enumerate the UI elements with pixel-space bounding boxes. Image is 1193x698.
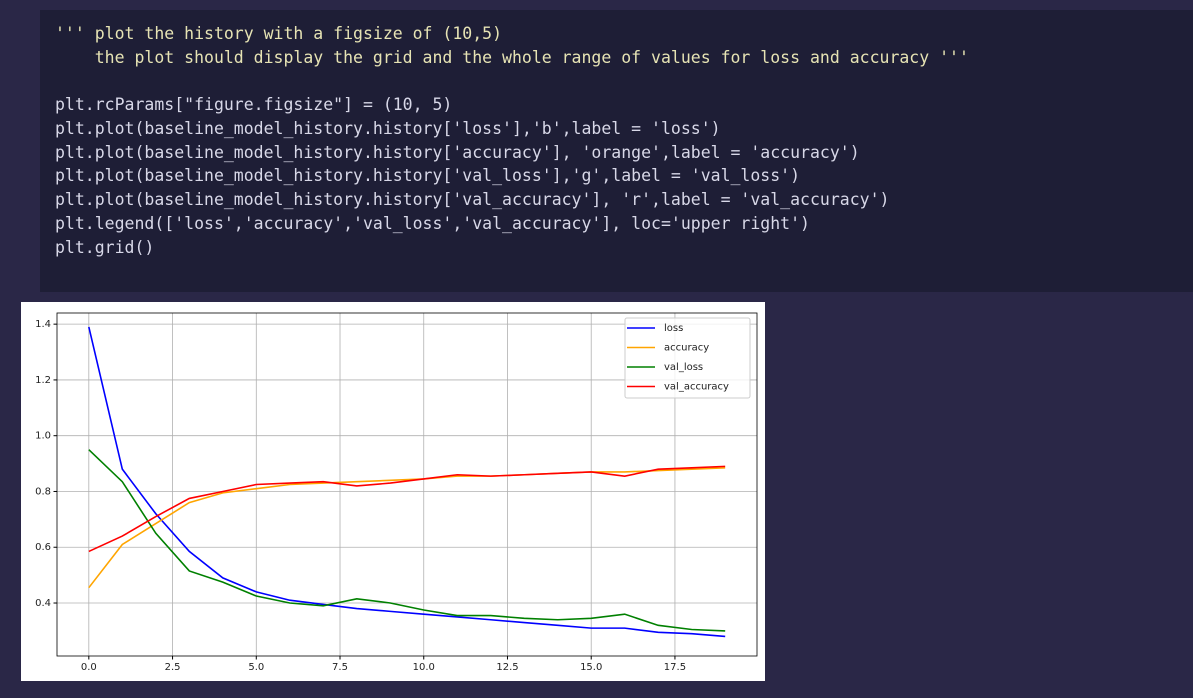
x-tick-label: 7.5 [332,662,348,673]
code-line: plt.rcParams["figure.figsize"] = (10, 5) [55,95,453,114]
code-line: plt.legend(['loss','accuracy','val_loss'… [55,214,810,233]
legend-box [624,317,751,399]
y-tick-label: 1.4 [35,319,51,330]
x-tick-label: 0.0 [81,662,97,673]
line-series [88,466,726,589]
docstring-line: the plot should display the grid and the… [55,48,969,67]
legend-label: accuracy [664,343,709,354]
x-tick-label: 12.5 [496,662,518,673]
x-tick-label: 10.0 [413,662,435,673]
code-cell [40,10,1193,292]
code-line: plt.plot(baseline_model_history.history[… [55,119,721,138]
y-tick-label: 1.2 [35,375,51,386]
x-tick-label: 17.5 [664,662,686,673]
chart: 0.0 2.5 5.0 7.5 10.0 12.5 15.0 17.5 0.4 0.6 0.8 1.0… [21,302,765,681]
y-tick-label: 0.8 [35,486,51,497]
legend-label: loss [664,323,683,334]
docstring-line: ''' plot the history with a figsize of (… [55,24,503,43]
x-tick-label: 5.0 [248,662,264,673]
code-line: plt.plot(baseline_model_history.history[… [55,166,801,185]
code-line: plt.plot(baseline_model_history.history[… [55,143,860,162]
x-tick-label: 15.0 [580,662,602,673]
y-tick-label: 0.6 [35,542,51,553]
legend-label: val_loss [664,362,703,373]
line-series [88,465,726,553]
code-line: plt.plot(baseline_model_history.history[… [55,190,890,209]
line-series [88,449,726,632]
legend-label: val_accuracy [664,382,729,393]
y-tick-label: 1.0 [35,431,51,442]
plot-frame [56,312,758,657]
code-line: plt.grid() [55,238,155,257]
x-tick-label: 2.5 [165,662,181,673]
line-series [88,326,726,638]
y-tick-label: 0.4 [35,598,51,609]
